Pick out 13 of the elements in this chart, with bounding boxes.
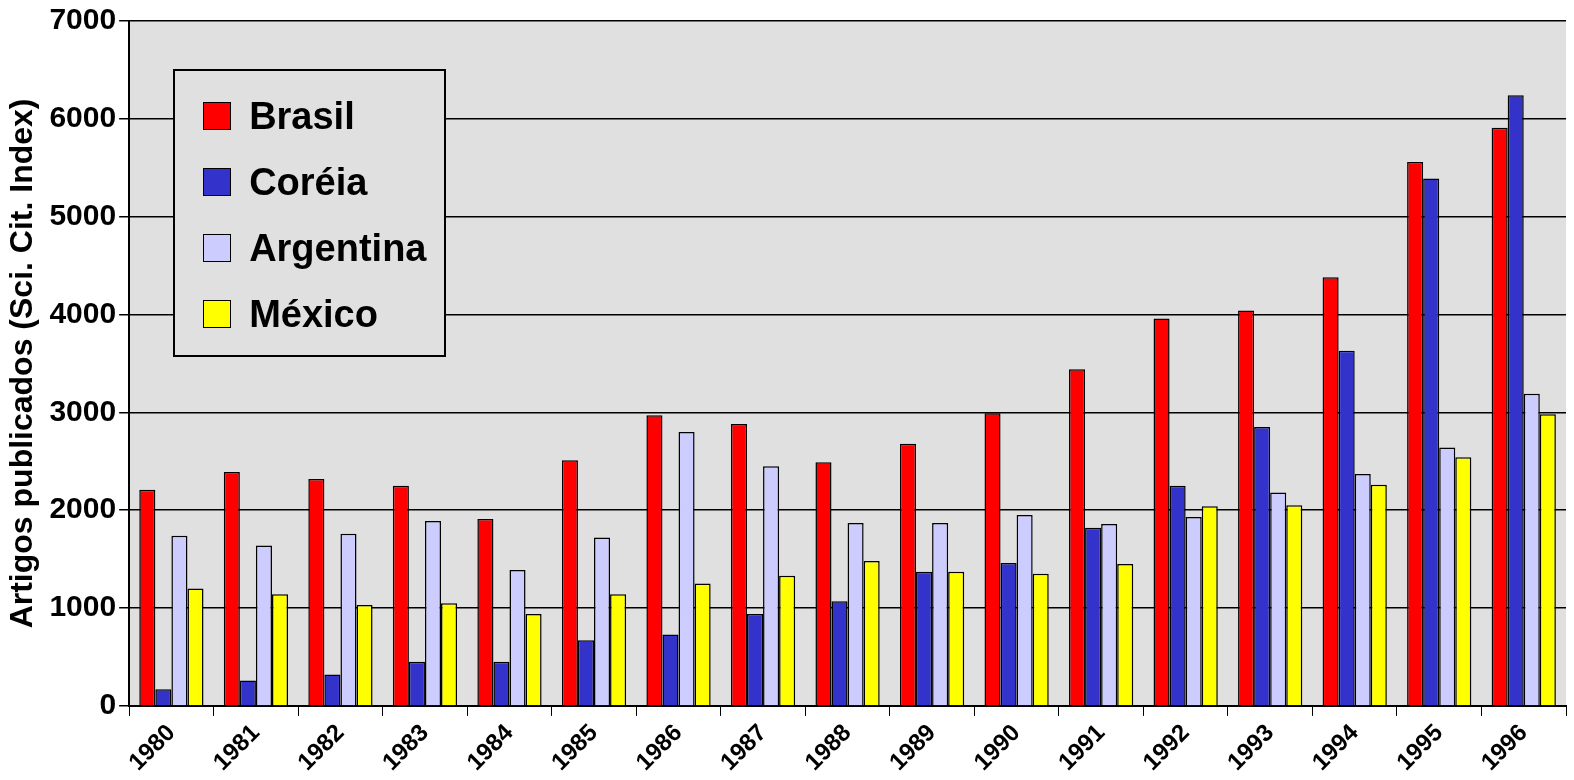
y-tick-label: 6000 bbox=[49, 100, 117, 134]
y-tick-label: 7000 bbox=[49, 2, 117, 36]
y-axis-title: Artigos publicados (Sci. Cit. Index) bbox=[3, 98, 40, 629]
legend-label: Brasil bbox=[249, 94, 355, 138]
y-tick-label: 1000 bbox=[49, 589, 117, 623]
legend-label: México bbox=[249, 292, 378, 336]
y-tick-label: 2000 bbox=[49, 491, 117, 525]
legend-label: Coréia bbox=[249, 160, 368, 204]
y-tick-label: 0 bbox=[99, 687, 117, 721]
y-tick-label: 3000 bbox=[49, 393, 117, 427]
legend-label: Argentina bbox=[249, 226, 427, 270]
y-tick-label: 4000 bbox=[49, 295, 117, 329]
y-tick-label: 5000 bbox=[49, 197, 117, 231]
